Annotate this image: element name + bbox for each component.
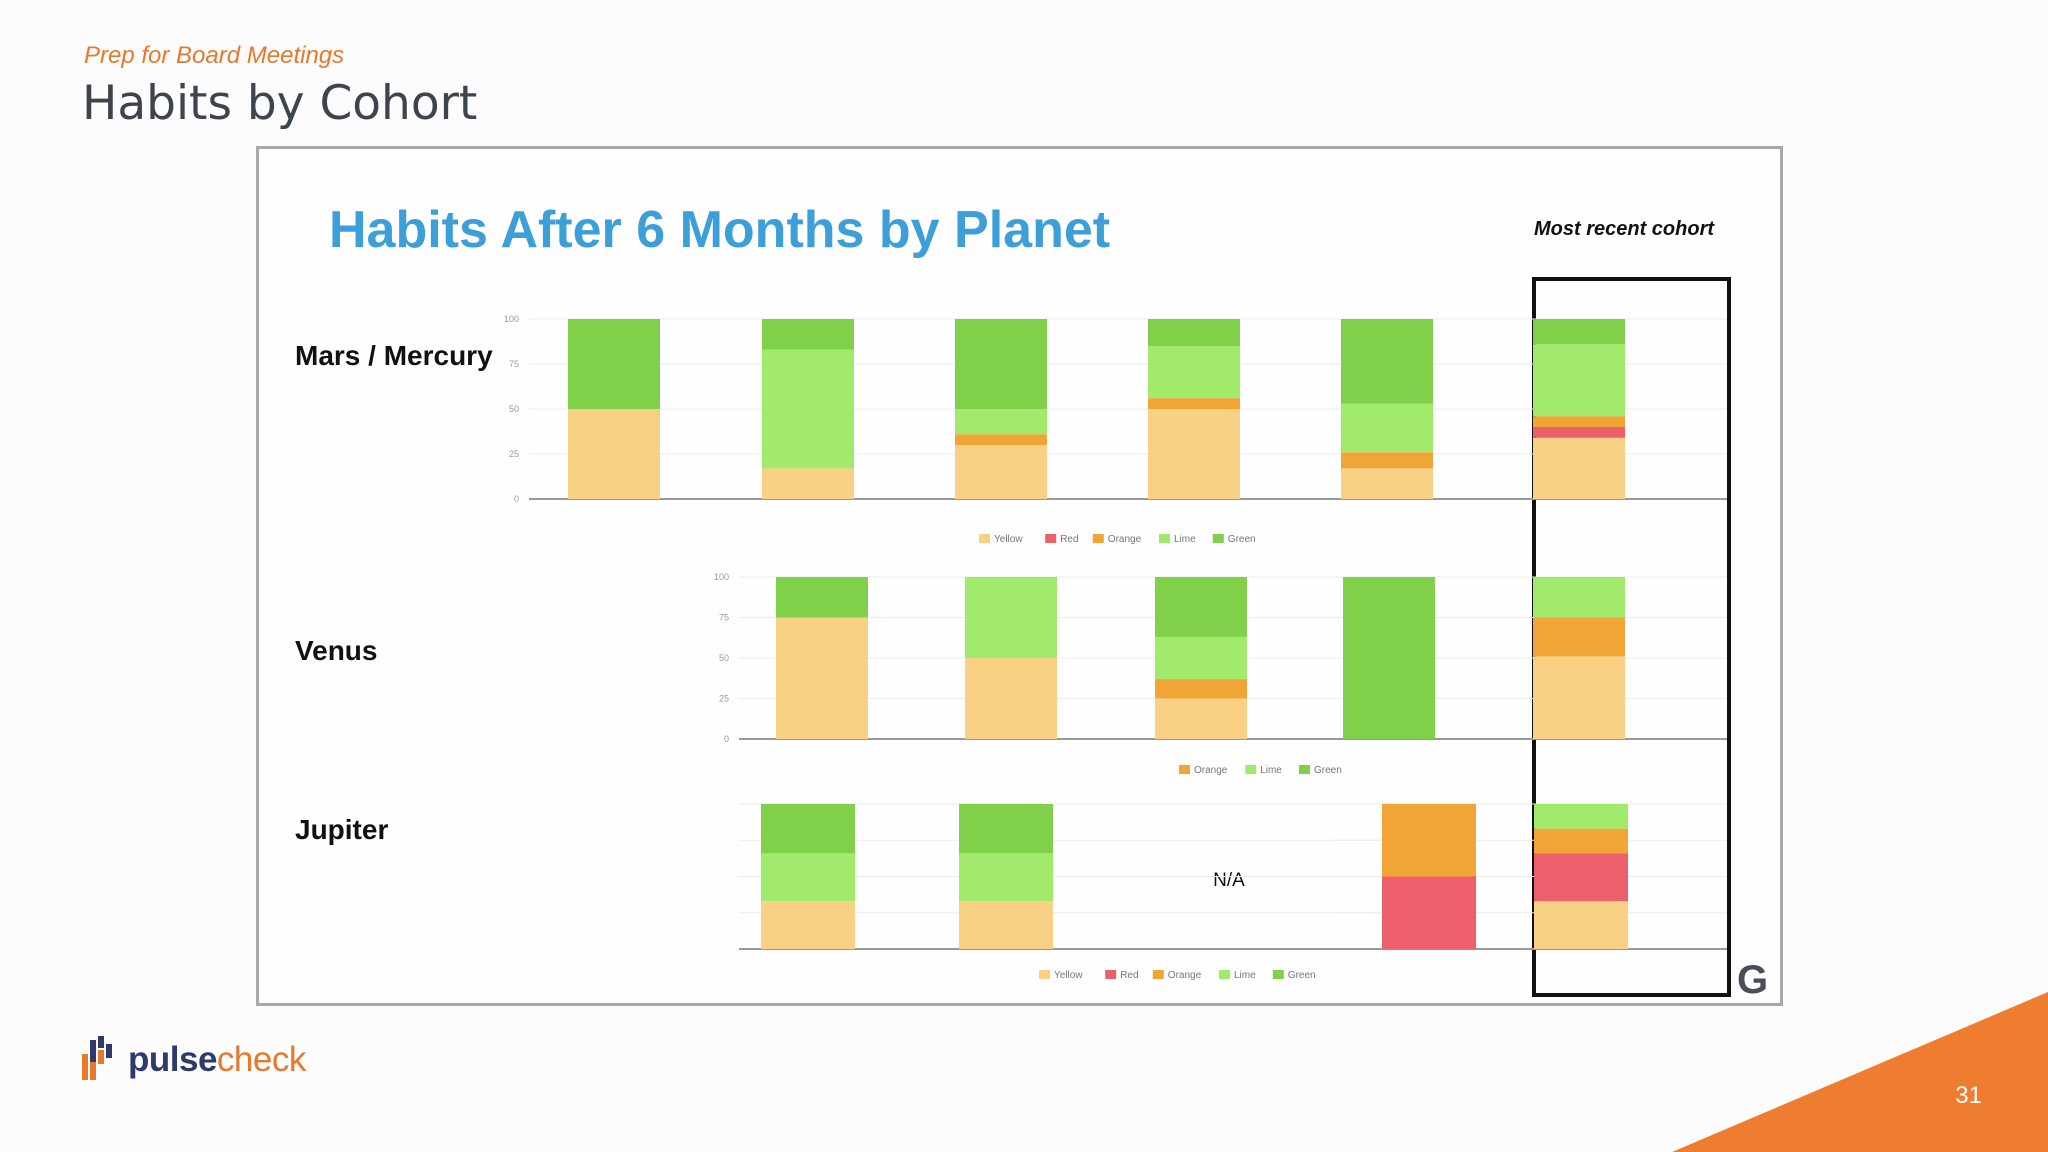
bar-segment-lime (955, 409, 1047, 435)
bar-segment-red (1534, 853, 1628, 902)
legend-swatch (1105, 970, 1117, 979)
legend-swatch (1219, 970, 1230, 979)
bar-segment-green (1533, 319, 1625, 345)
bar-segment-lime (1148, 346, 1240, 399)
bar-segment-yellow (1155, 698, 1247, 739)
corner-accent (1672, 992, 2048, 1152)
bar-segment-red (1533, 427, 1625, 438)
legend-label: Orange (1194, 765, 1228, 776)
bar-segment-orange (1382, 804, 1476, 877)
bar-segment-orange (1148, 398, 1240, 409)
y-tick-label: 100 (504, 314, 519, 324)
bar-segment-yellow (762, 468, 854, 499)
chart-heading: Habits After 6 Months by Planet (329, 201, 1110, 259)
legend-swatch (1092, 534, 1104, 543)
y-tick-label: 50 (719, 653, 729, 663)
legend-swatch (1179, 765, 1190, 774)
bar-segment-yellow (1341, 468, 1433, 499)
y-tick-label: 0 (514, 494, 519, 504)
bar-segment-yellow (776, 617, 868, 739)
legend-label: Green (1314, 765, 1342, 776)
bar-segment-yellow (761, 901, 855, 949)
brand-pulse: pulse (128, 1040, 217, 1079)
row-label-mars-mercury: Mars / Mercury (295, 340, 493, 371)
pulsecheck-logo: pulsecheck (82, 1036, 306, 1084)
legend-label: Orange (1168, 970, 1202, 981)
legend-swatch (1212, 534, 1224, 543)
row-label-venus: Venus (295, 635, 377, 666)
legend-label: Red (1120, 970, 1138, 981)
bar-segment-lime (1533, 577, 1625, 618)
bar-segment-lime (1534, 804, 1628, 829)
y-tick-label: 100 (714, 572, 729, 582)
bar-segment-green (959, 804, 1053, 854)
bar-segment-lime (959, 853, 1053, 902)
y-tick-label: 75 (719, 613, 729, 623)
bar-segment-green (1343, 577, 1435, 739)
legend-swatch (1272, 970, 1284, 979)
bar-segment-orange (1341, 452, 1433, 469)
pulse-icon (82, 1036, 112, 1080)
bar-segment-yellow (1148, 409, 1240, 499)
legend-label: Yellow (1054, 970, 1083, 981)
legend-swatch (1039, 970, 1050, 979)
bar-segment-lime (1155, 636, 1247, 680)
bar-segment-lime (965, 577, 1057, 658)
bar-segment-green (1148, 319, 1240, 346)
slide-image-frame: Habits After 6 Months by Planet Most rec… (256, 146, 1783, 1006)
bar-segment-lime (762, 349, 854, 469)
legend-swatch (979, 534, 990, 543)
bar-segment-yellow (1533, 437, 1625, 499)
legend-swatch (1152, 970, 1164, 979)
na-label: N/A (1213, 870, 1245, 891)
bar-segment-green (762, 319, 854, 350)
legend-label: Orange (1108, 534, 1142, 545)
y-tick-label: 75 (509, 359, 519, 369)
bar-segment-orange (1534, 828, 1628, 854)
bar-segment-orange (1533, 617, 1625, 657)
legend-label: Lime (1260, 765, 1282, 776)
bar-segment-red (1382, 876, 1476, 949)
legend-swatch (1045, 534, 1057, 543)
bar-segment-lime (1533, 344, 1625, 417)
y-tick-label: 0 (724, 734, 729, 744)
bar-segment-yellow (955, 445, 1047, 499)
y-tick-label: 50 (509, 404, 519, 414)
y-tick-label: 25 (719, 694, 729, 704)
bar-segment-green (761, 804, 855, 854)
legend-swatch (1245, 765, 1257, 774)
y-tick-label: 25 (509, 449, 519, 459)
page-title: Habits by Cohort (82, 76, 478, 131)
most-recent-cohort-label: Most recent cohort (1534, 218, 1715, 240)
bar-segment-green (955, 319, 1047, 409)
legend-label: Lime (1234, 970, 1256, 981)
bar-segment-orange (1533, 416, 1625, 427)
bar-segment-yellow (965, 658, 1057, 739)
section-kicker: Prep for Board Meetings (84, 42, 345, 69)
legend-label: Green (1288, 970, 1316, 981)
page-number: 31 (1955, 1082, 1982, 1109)
bar-segment-lime (761, 853, 855, 902)
legend-label: Lime (1174, 534, 1196, 545)
bar-segment-lime (1341, 403, 1433, 453)
legend-swatch (1159, 534, 1170, 543)
bar-segment-yellow (568, 409, 660, 499)
bar-segment-green (568, 319, 660, 409)
habits-chart: Habits After 6 Months by Planet Most rec… (295, 201, 1768, 1002)
bar-segment-yellow (959, 901, 1053, 949)
bar-segment-orange (1155, 679, 1247, 699)
bar-segment-orange (955, 434, 1047, 445)
bar-segment-green (776, 577, 868, 618)
bar-segment-yellow (1534, 901, 1628, 949)
bar-segment-green (1155, 577, 1247, 637)
bar-segment-yellow (1533, 656, 1625, 739)
legend-swatch (1299, 765, 1310, 774)
brand-check: check (216, 1040, 306, 1079)
legend-label: Green (1228, 534, 1256, 545)
legend-label: Yellow (994, 534, 1023, 545)
bar-segment-green (1341, 319, 1433, 404)
legend-label: Red (1060, 534, 1078, 545)
row-label-jupiter: Jupiter (295, 814, 388, 845)
